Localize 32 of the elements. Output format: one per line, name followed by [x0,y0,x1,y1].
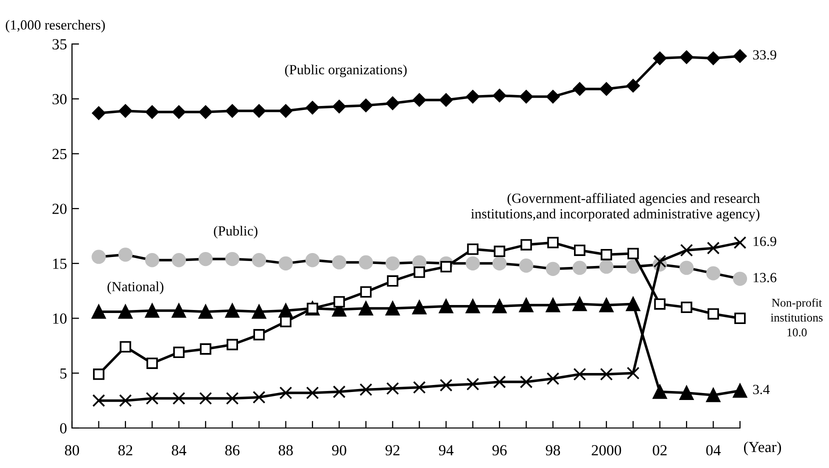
annotation: (Government-affiliated agencies and research institutions,and incorporated administrative agency) [471,193,760,222]
annotation: (National) [108,282,164,294]
y-tick-label: 30 [52,94,67,104]
x-axis-title: (Year) [744,441,781,456]
y-axis-title: (1,000 reserchers) [6,20,105,32]
x-tick-label: 02 [652,445,667,456]
x-tick-label: 92 [385,445,400,456]
y-tick-label: 10 [53,313,67,324]
y-tick-label: 0 [60,423,67,434]
y-tick-label: 15 [53,258,67,269]
x-tick-label: 2000 [592,445,622,456]
y-tick-label: 25 [52,148,67,160]
annotation: (Public) [214,226,258,238]
x-tick-label: 84 [172,445,186,456]
y-tick-label: 5 [60,368,67,379]
x-tick-label: 80 [64,445,80,456]
data-label: 33.9 [753,50,776,60]
annotation: (Public organizations) [285,64,407,78]
x-tick-label: 98 [546,445,560,456]
data-label: 16.9 [754,236,776,246]
x-tick-label: 86 [225,445,240,456]
text: Non-profit institutions 10.0 [770,298,823,336]
y-tick-label: 20 [52,204,67,214]
data-label: 13.6 [754,272,776,282]
data-label: 3.4 [753,384,770,394]
x-tick-label: 04 [706,445,721,456]
x-tick-label: 88 [278,445,293,456]
y-tick-label: 35 [52,39,67,50]
x-tick-label: 90 [332,445,346,456]
x-tick-label: 82 [118,445,132,456]
x-tick-label: 96 [492,445,507,456]
x-tick-label: 94 [438,445,454,456]
